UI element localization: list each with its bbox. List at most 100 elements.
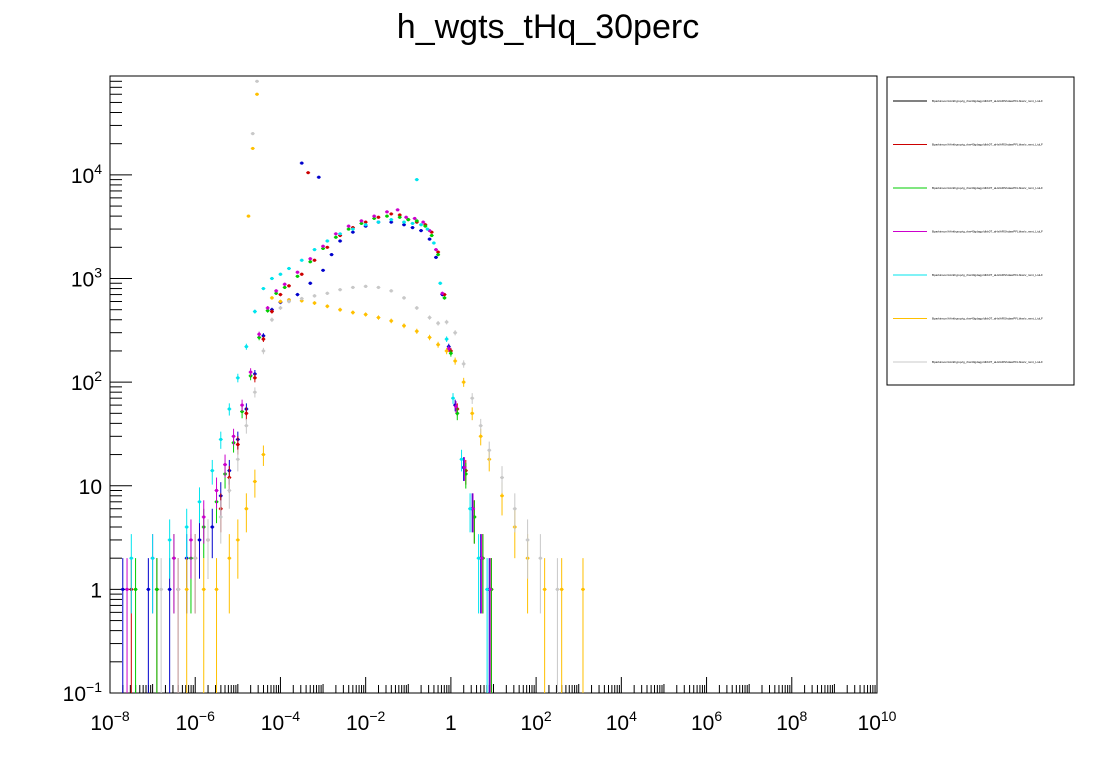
chart-title: h_wgts_tHq_30perc (396, 8, 700, 46)
data-point (334, 232, 338, 236)
data-point (513, 507, 517, 511)
data-point (308, 257, 312, 261)
data-point (351, 310, 355, 315)
data-point (438, 281, 442, 285)
series-2 (129, 171, 494, 693)
data-point (410, 225, 415, 230)
y-tick-label: 102 (71, 368, 102, 395)
data-point (236, 538, 240, 542)
data-point (402, 220, 406, 224)
data-point (257, 335, 261, 340)
data-point (261, 452, 265, 457)
data-point (430, 233, 434, 238)
series-1 (120, 161, 492, 693)
data-point (402, 223, 406, 227)
data-point (266, 309, 270, 313)
data-point (376, 285, 381, 290)
data-point (334, 235, 338, 239)
data-point (415, 219, 419, 223)
data-point (231, 434, 236, 438)
data-point (479, 556, 484, 560)
data-point (445, 349, 449, 353)
data-point (470, 396, 474, 400)
data-point (440, 291, 444, 295)
data-point (129, 556, 133, 560)
data-point (525, 538, 530, 542)
legend-label: Bparkinson/AArkhypqvig_rbw40gdagp/dbb0T_… (932, 360, 1043, 364)
data-point (389, 289, 393, 293)
data-point (249, 370, 253, 374)
data-point (468, 507, 472, 511)
data-point (445, 337, 449, 341)
data-point (240, 409, 244, 414)
data-point (485, 587, 489, 591)
data-point (359, 219, 364, 223)
data-point (133, 587, 138, 591)
data-point (453, 331, 457, 335)
data-point (270, 276, 274, 281)
data-point (168, 538, 172, 542)
data-point (329, 253, 334, 257)
data-point (312, 248, 317, 252)
data-point (244, 345, 248, 349)
y-tick-label: 103 (71, 265, 102, 292)
data-point (385, 214, 389, 218)
data-point (185, 525, 189, 529)
data-point (251, 132, 255, 136)
data-point (219, 437, 223, 442)
data-point (351, 227, 355, 231)
x-tick-label: 1010 (858, 708, 897, 735)
data-point (227, 407, 231, 411)
data-point (306, 171, 310, 175)
data-point (287, 284, 291, 288)
data-point (447, 347, 451, 351)
x-tick-label: 104 (606, 708, 637, 735)
data-point (325, 245, 329, 249)
x-tick-label: 10−4 (261, 708, 301, 735)
data-point (257, 332, 261, 336)
data-point (406, 218, 410, 222)
data-point (555, 587, 560, 591)
data-point (338, 239, 342, 243)
data-point (189, 538, 193, 542)
data-point (283, 282, 287, 286)
series-3 (133, 214, 494, 693)
data-point (266, 306, 270, 310)
data-point (270, 296, 274, 300)
y-tick-label: 104 (71, 161, 102, 188)
legend-label: Bparkinson/AArkhypqvig_rbw40gdagp/dbb0T_… (932, 186, 1043, 190)
data-point (325, 291, 329, 295)
data-point (236, 442, 240, 447)
data-point (151, 556, 155, 560)
data-point (159, 587, 163, 591)
data-point (376, 215, 381, 219)
legend: Bparkinson/AArkhypqvig_rbw40gdagp/dbb0T_… (886, 76, 1075, 386)
data-point (500, 494, 504, 498)
data-point (476, 556, 481, 560)
data-point (434, 255, 438, 259)
data-point (415, 178, 419, 182)
data-point (202, 587, 206, 591)
data-point (462, 380, 466, 384)
data-point (295, 274, 300, 278)
data-point (364, 312, 368, 317)
legend-label: Bparkinson/AArkhypqvig_rbw40gdagp/dbb0T_… (932, 317, 1043, 321)
x-tick-label: 1 (445, 712, 457, 735)
data-point (402, 296, 406, 300)
data-point (347, 227, 351, 231)
data-point (261, 349, 265, 353)
data-point (214, 587, 219, 591)
data-point (398, 213, 402, 217)
data-point (445, 320, 449, 324)
data-point (244, 424, 248, 428)
data-point (251, 146, 255, 151)
data-point (479, 424, 483, 428)
data-point (312, 301, 317, 305)
data-point (413, 216, 417, 221)
data-point (210, 525, 214, 529)
data-point (436, 321, 440, 325)
data-point (308, 260, 312, 264)
data-point (283, 285, 287, 290)
x-tick-label: 102 (521, 708, 552, 735)
